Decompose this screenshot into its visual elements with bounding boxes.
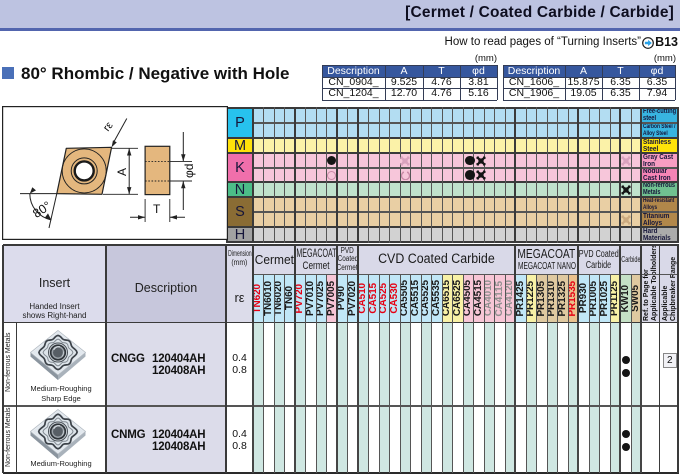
svg-text:φd: φd [182,164,196,178]
svg-text:A: A [115,168,129,176]
svg-text:T: T [153,202,161,216]
